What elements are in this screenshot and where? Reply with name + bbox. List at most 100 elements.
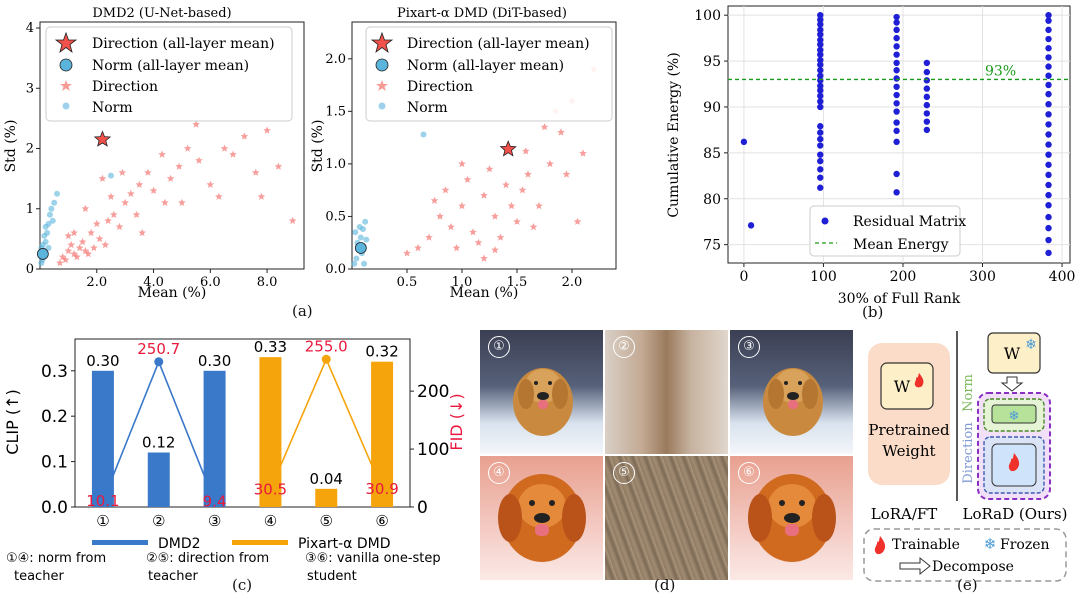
- direction-point: [562, 170, 571, 178]
- x-tick-label: 300: [969, 269, 996, 285]
- direction-point: [206, 180, 215, 188]
- direction-point: [104, 216, 112, 224]
- snowflake-icon-norm: ❄: [1009, 409, 1020, 424]
- legend-b-mean: Mean Energy: [853, 237, 949, 253]
- fid-value-label: 30.5: [254, 480, 287, 498]
- residual-point: [817, 16, 824, 23]
- norm-point: [51, 199, 58, 206]
- y-tick-label: 80: [703, 192, 721, 208]
- residual-point: [817, 41, 824, 48]
- label-b: (b): [862, 303, 884, 321]
- direction-point: [274, 162, 283, 170]
- direction-point: [64, 246, 73, 255]
- residual-point: [923, 59, 931, 67]
- norm-point: [362, 218, 369, 225]
- chart-c-ylabel: CLIP (↑): [3, 389, 22, 454]
- y-tick-label: 0.0: [325, 262, 346, 277]
- residual-point: [817, 26, 824, 34]
- direction-point: [502, 180, 510, 189]
- norm-point: [46, 211, 53, 218]
- image-3-index: ③: [738, 336, 760, 358]
- chart-a2-xlabel: Mean (%): [450, 285, 519, 300]
- residual-point: [817, 184, 824, 191]
- norm-point: [363, 236, 370, 243]
- chart-a1-ylabel: Std (%): [3, 120, 19, 173]
- residual-point: [817, 174, 824, 181]
- residual-point: [1045, 224, 1052, 232]
- x-tick-label: 0: [739, 269, 748, 285]
- residual-point: [817, 77, 824, 84]
- direction-point: [403, 249, 411, 257]
- clip-bar: [371, 361, 394, 507]
- image-6-index: ⑥: [738, 462, 760, 484]
- y-tick-label: 0.1: [41, 453, 68, 473]
- direction-point: [67, 240, 75, 249]
- residual-point: [1045, 236, 1052, 244]
- image-1-index: ①: [488, 336, 510, 358]
- decompose-arrow: [1000, 376, 1024, 392]
- residual-point: [1045, 111, 1052, 118]
- direction-point: [458, 159, 466, 168]
- y-tick-label: 90: [703, 100, 721, 116]
- residual-point: [1045, 35, 1052, 43]
- y-tick-label: 0.0: [41, 498, 68, 518]
- legend-a1-dir-mean: Direction (all-layer mean): [92, 36, 275, 52]
- x-category-label: ⑥: [375, 512, 388, 530]
- direction-point: [81, 204, 90, 212]
- residual-point: [1045, 45, 1052, 52]
- residual-point: [1045, 11, 1052, 19]
- fid-value-label: 10.1: [86, 492, 119, 510]
- residual-point: [740, 138, 748, 146]
- chart-b: 93% Residual Matrix Mean Energy 0 100 200 3…: [666, 5, 1075, 307]
- direction-point: [70, 228, 78, 237]
- direction-point: [529, 223, 538, 231]
- x-category-label: ③: [208, 512, 221, 530]
- residual-point: [893, 75, 900, 82]
- direction-point: [491, 212, 499, 220]
- residual-point: [747, 222, 755, 229]
- direction-point: [474, 238, 483, 246]
- residual-point: [1045, 171, 1052, 179]
- label-e: (e): [957, 576, 978, 594]
- direction-point: [64, 231, 73, 240]
- direction-point: [573, 217, 582, 225]
- residual-point: [817, 142, 824, 149]
- norm-point: [107, 172, 114, 179]
- x-tick-label: 8.0: [257, 275, 278, 290]
- residual-point: [923, 126, 931, 134]
- x-category-label: ②: [152, 512, 165, 530]
- y-tick-label: 4: [26, 21, 34, 36]
- w-box-frozen: [987, 332, 1041, 374]
- norm-point: [357, 234, 364, 241]
- direction-point: [288, 216, 297, 224]
- direction-point: [251, 168, 260, 176]
- chart-c-ylabel-right: FID (↓): [447, 393, 466, 450]
- direction-point: [522, 147, 530, 155]
- residual-point: [1045, 17, 1052, 24]
- legend-a2-norm-mean: Norm (all-layer mean): [407, 58, 564, 74]
- y-right-tick-label: 0: [417, 498, 428, 518]
- direction-point: [579, 149, 587, 157]
- chart-b-mean-label: 93%: [985, 63, 1016, 79]
- residual-point: [817, 135, 824, 143]
- direction-point: [115, 222, 124, 231]
- residual-point: [1045, 201, 1052, 209]
- x-category-label: ④: [264, 512, 277, 530]
- direction-point: [84, 249, 93, 258]
- chart-a1-legend: Direction (all-layer mean) Norm (all-lay…: [45, 26, 293, 122]
- x-tick-label: 1.5: [507, 275, 528, 290]
- image-4-index: ④: [488, 462, 510, 484]
- norm-mean-point: [354, 242, 367, 254]
- direction-point: [178, 198, 186, 206]
- residual-point: [893, 119, 900, 126]
- chart-c-axes: ① ② ③ ④ ⑤ ⑥ 0.0 0.1 0.2 0.3 0 100 200: [41, 362, 450, 530]
- residual-point: [893, 170, 900, 178]
- chart-a2-axes: 0.5 1.0 1.5 2.0 0.0 0.5 1.0 1.5 2.0: [325, 52, 582, 290]
- key-box: [863, 528, 1067, 582]
- direction-point: [78, 237, 87, 246]
- residual-point: [923, 101, 931, 109]
- image-1-dog: ①: [480, 330, 603, 454]
- direction-point: [127, 189, 135, 197]
- chart-a2-frame: [351, 21, 617, 270]
- residual-point: [1045, 63, 1052, 70]
